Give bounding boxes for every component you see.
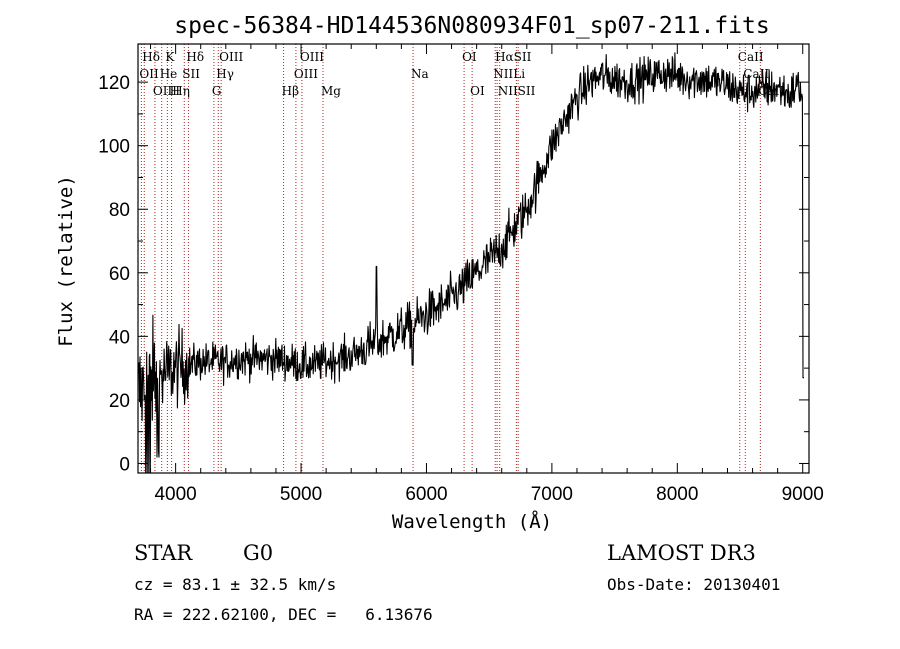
y-tick-label: 20 bbox=[109, 391, 130, 412]
spectral-line-label: Hβ bbox=[282, 84, 299, 98]
sky-coordinates: RA = 222.62100, DEC = 6.13676 bbox=[134, 605, 433, 624]
spectral-line-label: Mg bbox=[321, 84, 341, 98]
y-axis-label: Flux (relative) bbox=[55, 175, 77, 347]
spectral-line-label: K bbox=[165, 50, 175, 64]
x-tick-label: 4000 bbox=[154, 484, 196, 505]
spectral-line-label: OIIHη bbox=[153, 84, 190, 98]
spectral-line-label: OIII bbox=[294, 67, 318, 81]
spectral-line-labels: Hδ K Hδ OIII OIII OI HαSII CaII OII He SII Hγ OIII Na… bbox=[139, 50, 784, 98]
spectral-line-markers bbox=[140, 44, 761, 473]
spectral-line-label: H bbox=[170, 84, 180, 98]
spectral-line-label: SII bbox=[182, 67, 200, 81]
y-tick-label: 40 bbox=[109, 327, 130, 348]
spectral-line-label: Na bbox=[411, 67, 429, 81]
x-tick-label: 6000 bbox=[405, 484, 447, 505]
spectral-line-label: G bbox=[212, 84, 222, 98]
redshift-velocity: cz = 83.1 ± 32.5 km/s bbox=[134, 575, 336, 594]
x-axis-label: Wavelength (Å) bbox=[392, 510, 552, 533]
spectral-line-label: CaII bbox=[738, 50, 764, 64]
y-tick-label: 60 bbox=[109, 264, 130, 285]
x-tick-label: 9000 bbox=[782, 484, 824, 505]
spectral-line-label: OIII bbox=[219, 50, 243, 64]
spectrum-line bbox=[137, 52, 805, 474]
spectral-line-label: Hγ bbox=[216, 67, 234, 81]
spectral-line-label: Hδ bbox=[186, 50, 204, 64]
x-tick-label: 7000 bbox=[531, 484, 573, 505]
spectral-line-label: NII bbox=[493, 67, 513, 81]
spectral-line-label: OI bbox=[462, 50, 477, 64]
observation-date: Obs-Date: 20130401 bbox=[607, 575, 780, 594]
spectral-line-label: OII bbox=[139, 67, 159, 81]
x-tick-label: 8000 bbox=[656, 484, 698, 505]
spectral-line-label: NIISII bbox=[498, 84, 536, 98]
plot-frame bbox=[137, 43, 810, 474]
y-tick-label: 80 bbox=[109, 200, 130, 221]
spectral-line-label: HαSII bbox=[495, 50, 532, 64]
y-tick-label: 120 bbox=[98, 73, 130, 94]
spectral-line-label: OIII bbox=[300, 50, 324, 64]
chart-title: spec-56384-HD144536N080934F01_sp07-211.f… bbox=[174, 13, 769, 39]
spectral-line-label: OI bbox=[470, 84, 485, 98]
y-axis-ticks: 0 20 40 60 80 100 120 bbox=[98, 73, 809, 475]
y-tick-label: 100 bbox=[98, 137, 130, 158]
spectral-line-label: Hδ bbox=[142, 50, 160, 64]
y-tick-label: 0 bbox=[119, 454, 130, 475]
x-axis-ticks: 4000 5000 6000 7000 8000 9000 bbox=[150, 44, 824, 505]
spectral-line-label: Li bbox=[513, 67, 525, 81]
object-class: STAR bbox=[134, 541, 193, 565]
object-subclass: G0 bbox=[243, 541, 273, 565]
x-tick-label: 5000 bbox=[280, 484, 322, 505]
survey-name: LAMOST DR3 bbox=[607, 541, 756, 565]
spectral-line-label: He bbox=[160, 67, 178, 81]
